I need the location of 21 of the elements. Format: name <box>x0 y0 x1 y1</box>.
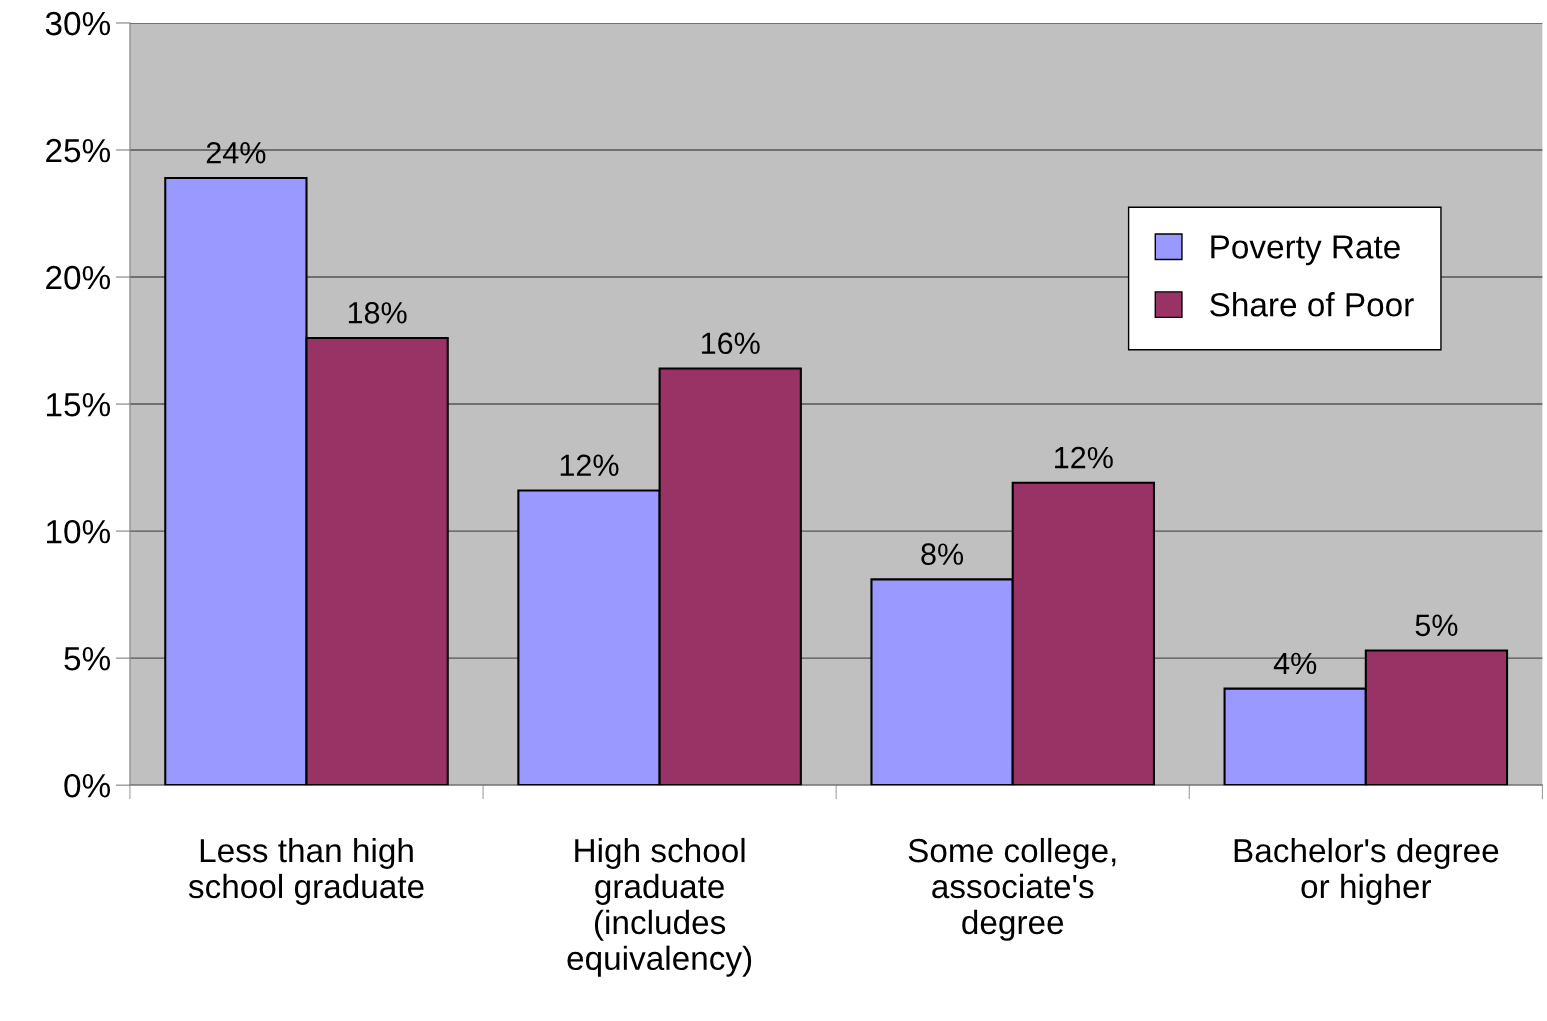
x-tick-label: Some college, associate's degree <box>908 837 1116 941</box>
y-tick-label: 5% <box>64 647 111 671</box>
data-label: 5% <box>1415 614 1458 637</box>
y-tick-label: 20% <box>46 265 111 290</box>
x-tick-label: Less than high school graduate <box>188 837 424 905</box>
y-tick-label: 25% <box>46 138 111 163</box>
y-tick-label: 0% <box>64 773 111 798</box>
data-label: 24% <box>206 141 266 164</box>
data-label: 18% <box>348 302 407 324</box>
data-label: 12% <box>1055 446 1113 469</box>
data-label: 16% <box>701 332 760 355</box>
data-label: 4% <box>1273 652 1317 675</box>
y-tick-label: 10% <box>47 519 111 544</box>
y-tick-label: 15% <box>47 393 111 417</box>
y-tick-label: 30% <box>45 11 111 36</box>
x-tick-label: High school graduate (includes equivalency) <box>567 837 752 977</box>
x-tick-label: Bachelor's degree or higher <box>1234 837 1499 905</box>
data-label: 8% <box>921 543 964 565</box>
legend-label: Poverty Rate <box>1211 235 1400 266</box>
data-label: 12% <box>560 454 619 476</box>
legend-label: Share of Poor <box>1210 292 1414 317</box>
